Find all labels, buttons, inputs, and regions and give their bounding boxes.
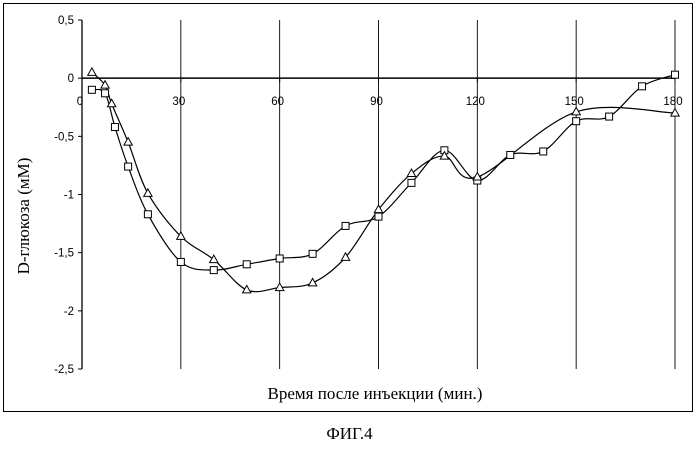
square-marker [573, 118, 580, 125]
x-tick-label: 30 [172, 96, 185, 108]
square-marker [102, 90, 109, 97]
y-tick-label: 0 [68, 73, 74, 85]
x-tick-label: 150 [565, 96, 584, 108]
x-tick-label: 120 [466, 96, 485, 108]
x-axis-label: Время после инъекции (мин.) [268, 384, 483, 403]
square-marker [243, 261, 250, 268]
triangle-marker [124, 138, 132, 146]
square-marker [507, 151, 514, 158]
y-tick-label: -1 [64, 190, 74, 202]
y-tick-label: 0,5 [58, 15, 74, 27]
x-tick-label: 0 [77, 96, 83, 108]
square-marker [606, 113, 613, 120]
y-tick-label: -1,5 [54, 248, 74, 260]
square-marker [639, 83, 646, 90]
x-tick-label: 60 [271, 96, 284, 108]
square-marker [177, 258, 184, 265]
triangle-marker [671, 109, 679, 117]
square-marker [111, 124, 118, 131]
square-marker [408, 179, 415, 186]
triangle-marker [88, 68, 96, 76]
x-tick-label: 180 [663, 96, 682, 108]
y-tick-label: -0,5 [54, 131, 74, 143]
y-axis-label: D-глюкоза (мМ) [14, 158, 33, 275]
square-marker [210, 267, 217, 274]
y-tick-label: -2,5 [54, 364, 74, 376]
y-tick-label: -2 [64, 306, 74, 318]
square-marker [540, 148, 547, 155]
triangle-marker [210, 255, 218, 263]
triangle-marker [144, 189, 152, 197]
square-marker [342, 222, 349, 229]
triangle-marker [243, 285, 251, 293]
square-marker [144, 211, 151, 218]
square-marker [88, 86, 95, 93]
square-marker [672, 71, 679, 78]
line-chart: 0,5 0 -0,5 -1 -1,5 -2 -2,5 0 30 60 90 120 150 180 Вре… [0, 0, 699, 415]
triangle-marker [407, 169, 415, 177]
triangle-marker [308, 278, 316, 286]
figure-caption: ФИГ.4 [0, 424, 699, 444]
square-marker [309, 250, 316, 257]
square-marker [125, 163, 132, 170]
square-marker [276, 255, 283, 262]
square-marker [375, 213, 382, 220]
x-tick-label: 90 [370, 96, 383, 108]
